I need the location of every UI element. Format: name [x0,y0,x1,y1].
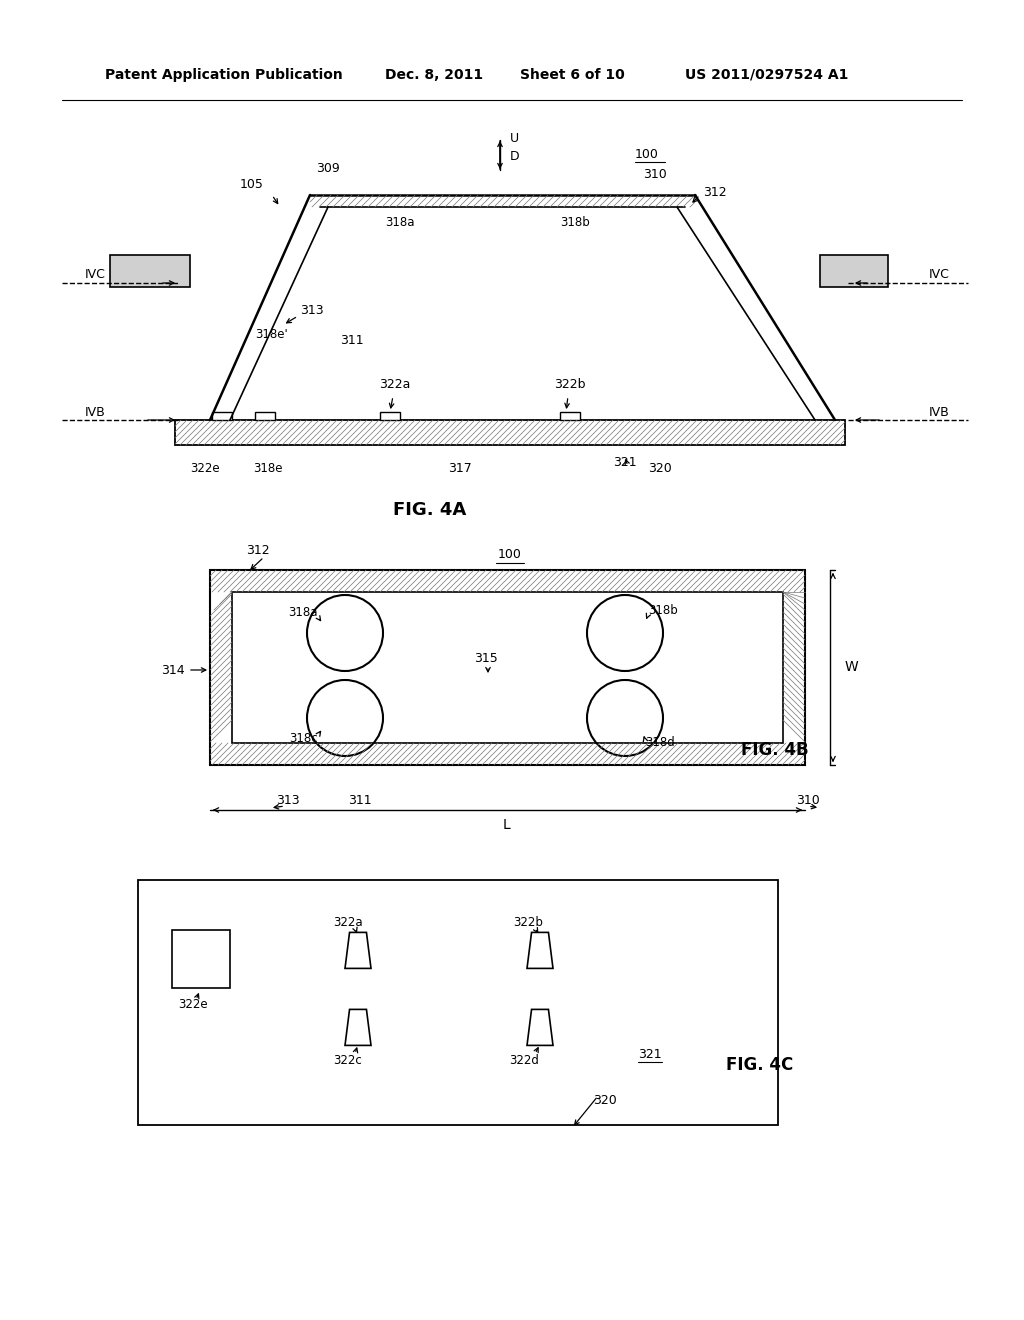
Bar [110,255,190,286]
Text: 322c: 322c [334,1053,362,1067]
Text: 322e: 322e [178,998,208,1011]
Text: IVB: IVB [929,405,950,418]
Text: 322a: 322a [333,916,362,928]
Text: 318b: 318b [648,605,678,618]
Bar [210,570,805,766]
Text: 318a: 318a [289,606,318,619]
Text: US 2011/0297524 A1: US 2011/0297524 A1 [685,69,848,82]
Text: 313: 313 [300,304,324,317]
Bar [380,412,400,420]
Text: 318e': 318e' [256,329,289,342]
Text: 318a: 318a [385,216,415,230]
Bar [232,591,783,743]
Text: 322d: 322d [509,1053,539,1067]
Text: 322e: 322e [190,462,220,474]
Text: Sheet 6 of 10: Sheet 6 of 10 [520,69,625,82]
Bar [172,931,230,987]
Text: 311: 311 [348,793,372,807]
Text: 320: 320 [648,462,672,474]
Bar [138,880,778,1125]
Bar [175,420,845,445]
Text: 312: 312 [246,544,269,557]
Text: 320: 320 [593,1093,616,1106]
Text: 318d: 318d [645,735,675,748]
Text: 310: 310 [797,793,820,807]
Text: 318c: 318c [290,731,318,744]
Text: 100: 100 [498,549,522,561]
Text: 318e: 318e [253,462,283,474]
Text: IVC: IVC [929,268,950,281]
Text: D: D [510,150,519,164]
Bar [212,412,232,420]
Text: 310: 310 [643,169,667,181]
Text: 314: 314 [162,664,185,676]
Text: 100: 100 [635,149,658,161]
Text: 321: 321 [613,455,637,469]
Text: L: L [503,818,511,832]
Bar [255,412,275,420]
Text: 322b: 322b [554,379,586,392]
Bar [560,412,580,420]
Bar [820,255,888,286]
Text: 105: 105 [240,178,264,191]
Text: 311: 311 [340,334,364,346]
Text: IVB: IVB [85,405,105,418]
Text: 315: 315 [474,652,498,664]
Text: W: W [845,660,859,675]
Text: 317: 317 [449,462,472,474]
Text: 313: 313 [276,793,300,807]
Text: FIG. 4C: FIG. 4C [726,1056,794,1074]
Text: FIG. 4A: FIG. 4A [393,502,467,519]
Text: IVC: IVC [85,268,105,281]
Text: 312: 312 [703,186,727,198]
Text: Dec. 8, 2011: Dec. 8, 2011 [385,69,483,82]
Text: FIG. 4B: FIG. 4B [741,741,809,759]
Text: 318b: 318b [560,216,590,230]
Text: U: U [510,132,519,144]
Text: 322b: 322b [513,916,543,928]
Text: Patent Application Publication: Patent Application Publication [105,69,343,82]
Text: 309: 309 [316,161,340,174]
Text: 321: 321 [638,1048,662,1061]
Text: 322a: 322a [379,379,411,392]
